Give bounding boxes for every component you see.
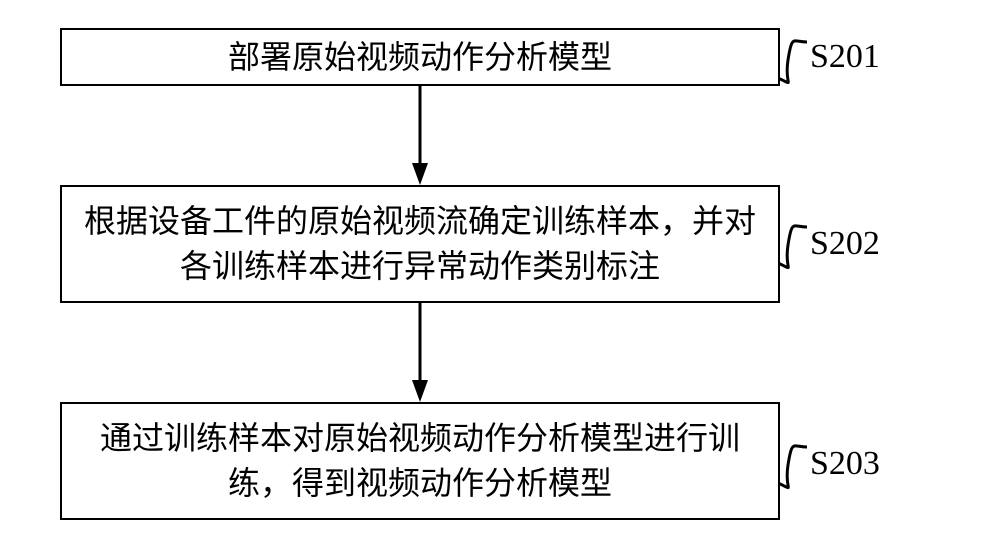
flow-step-b1: 部署原始视频动作分析模型 bbox=[60, 28, 780, 86]
connector-b3 bbox=[778, 435, 811, 495]
flow-step-text: 通过训练样本对原始视频动作分析模型进行训练，得到视频动作分析模型 bbox=[74, 416, 766, 506]
flow-step-text: 根据设备工件的原始视频流确定训练样本，并对各训练样本进行异常动作类别标注 bbox=[74, 199, 766, 289]
arrow-b2-b3 bbox=[400, 303, 440, 402]
flow-step-label-b1: S201 bbox=[810, 38, 880, 76]
flowchart-container: 部署原始视频动作分析模型 S201 根据设备工件的原始视频流确定训练样本，并对各训练… bbox=[0, 0, 1000, 557]
flow-step-text: 部署原始视频动作分析模型 bbox=[228, 35, 612, 80]
connector-b2 bbox=[778, 215, 811, 275]
arrow-b1-b2 bbox=[400, 86, 440, 185]
flow-step-b3: 通过训练样本对原始视频动作分析模型进行训练，得到视频动作分析模型 bbox=[60, 402, 780, 520]
flow-step-label-b3: S203 bbox=[810, 445, 880, 483]
connector-b1 bbox=[778, 30, 811, 90]
flow-step-b2: 根据设备工件的原始视频流确定训练样本，并对各训练样本进行异常动作类别标注 bbox=[60, 185, 780, 303]
flow-step-label-b2: S202 bbox=[810, 225, 880, 263]
